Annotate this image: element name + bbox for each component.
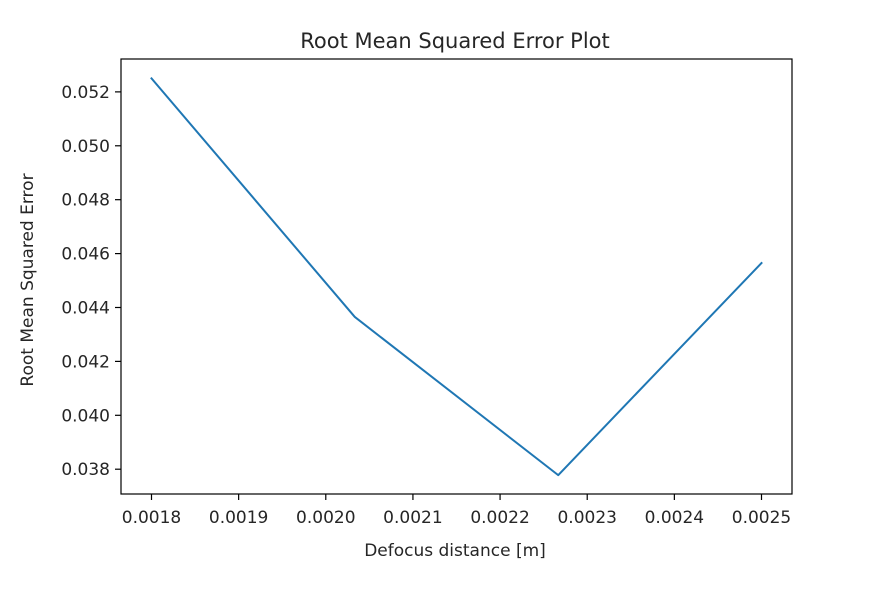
y-tick-label: 0.050	[61, 137, 110, 157]
x-tick-label: 0.0024	[645, 508, 704, 528]
x-tick-label: 0.0021	[383, 508, 442, 528]
x-tick-label: 0.0025	[732, 508, 791, 528]
chart-title: Root Mean Squared Error Plot	[300, 29, 610, 53]
y-tick-label: 0.042	[61, 352, 110, 372]
x-axis-label: Defocus distance [m]	[364, 541, 546, 561]
y-axis-label: Root Mean Squared Error	[18, 173, 38, 386]
y-tick-label: 0.046	[61, 245, 110, 265]
x-tick-label: 0.0019	[209, 508, 268, 528]
x-tick-label: 0.0018	[122, 508, 181, 528]
y-tick-label: 0.038	[61, 460, 110, 480]
series-line-0	[150, 77, 763, 477]
plot-frame	[120, 58, 793, 495]
x-tick-label: 0.0023	[557, 508, 616, 528]
x-tick-label: 0.0020	[296, 508, 355, 528]
y-tick-label: 0.040	[61, 406, 110, 426]
x-tick-label: 0.0022	[470, 508, 529, 528]
y-tick-label: 0.052	[61, 83, 110, 103]
y-tick-label: 0.044	[61, 298, 110, 318]
y-tick-label: 0.048	[61, 191, 110, 211]
plot-area: 0.0018 0.0019 0.0020 0.0021 0.0022 0.0023 0.00…	[61, 58, 793, 528]
